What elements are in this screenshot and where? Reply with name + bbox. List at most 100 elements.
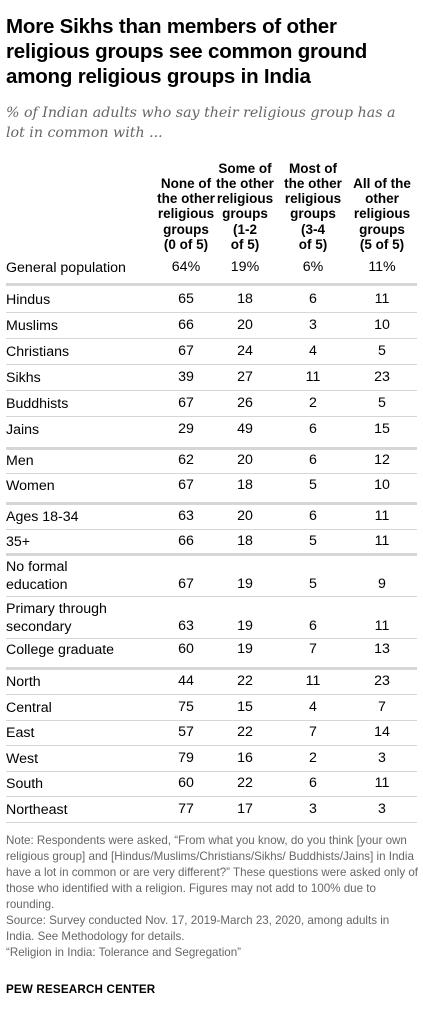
chart-subtitle: % of Indian adults who say their religio… [6, 105, 396, 141]
table-cell: 20 [237, 452, 253, 468]
table-cell: 23 [374, 673, 390, 689]
table-cell: 49 [237, 421, 253, 437]
table-cell: 60 [178, 775, 194, 791]
row-divider [6, 596, 417, 597]
row-label: Christians [6, 344, 70, 360]
table-cell: 6% [302, 259, 324, 275]
row-label: Primary through secondary [6, 601, 107, 635]
table-cell: 60 [178, 641, 194, 657]
table-cell: 16 [237, 750, 253, 766]
row-divider [6, 745, 417, 746]
table-cell: 7 [309, 641, 317, 657]
table-cell: 22 [237, 724, 253, 740]
table-cell: 5 [378, 343, 386, 359]
table-cell: 39 [178, 369, 194, 385]
table-cell: 6 [309, 508, 317, 524]
source-text: Source: Survey conducted Nov. 17, 2019-M… [6, 914, 390, 943]
row-label: Women [6, 478, 55, 494]
row-label: General population [6, 260, 126, 276]
table-row: Northeast 77 17 3 3 [0, 801, 423, 827]
table-cell: 13 [374, 641, 390, 657]
row-divider [6, 312, 417, 313]
report-title: “Religion in India: Tolerance and Segreg… [6, 946, 242, 959]
table-cell: 5 [309, 477, 317, 493]
table-cell: 23 [374, 369, 390, 385]
row-divider [6, 638, 417, 639]
table-cell: 4 [309, 699, 317, 715]
table-cell: 44 [178, 673, 194, 689]
table-cell: 6 [309, 291, 317, 307]
table-cell: 17 [237, 801, 253, 817]
table-row: North 44 22 11 23 [0, 673, 423, 699]
table-cell: 75 [178, 699, 194, 715]
table-cell: 67 [178, 343, 194, 359]
table-cell: 6 [309, 775, 317, 791]
table-cell: 12 [374, 452, 390, 468]
table-row: Hindus 65 18 6 11 [0, 291, 423, 317]
table-cell: 19 [237, 576, 253, 592]
table-cell: 18 [237, 533, 253, 549]
note-text: Note: Respondents were asked, “From what… [6, 834, 419, 911]
table-row: Women 67 18 5 10 [0, 477, 423, 503]
row-label: 35+ [6, 534, 31, 550]
table-row: No formal education 67 19 5 9 [0, 558, 423, 593]
table-cell: 24 [237, 343, 253, 359]
row-divider [6, 473, 417, 474]
table-cell: 67 [178, 477, 194, 493]
row-label: Central [6, 700, 52, 716]
table-cell: 67 [178, 395, 194, 411]
group-divider [6, 553, 417, 556]
row-label: South [6, 776, 44, 792]
table-row: East 57 22 7 14 [0, 724, 423, 750]
table-row: Buddhists 67 26 2 5 [0, 395, 423, 421]
table-cell: 22 [237, 775, 253, 791]
row-divider [6, 720, 417, 721]
table-cell: 15 [374, 421, 390, 437]
table-cell: 20 [237, 317, 253, 333]
table-row: Jains 29 49 6 15 [0, 421, 423, 447]
table-cell: 11 [374, 618, 390, 634]
table-cell: 5 [309, 576, 317, 592]
group-divider [6, 667, 417, 670]
table-cell: 3 [378, 801, 386, 817]
table-cell: 11 [374, 533, 390, 549]
group-divider [6, 502, 417, 505]
table-cell: 19 [237, 641, 253, 657]
table-cell: 11 [305, 369, 321, 385]
table-row: General population 64% 19% 6% 11% [0, 259, 423, 285]
row-divider [6, 529, 417, 530]
table-cell: 7 [309, 724, 317, 740]
table-cell: 63 [178, 508, 194, 524]
column-header-text: Some of the other religious groups (1-2 … [216, 160, 274, 252]
table-cell: 11 [374, 775, 390, 791]
table-cell: 63 [178, 618, 194, 634]
table-cell: 22 [237, 673, 253, 689]
row-divider [6, 771, 417, 772]
organization-name: PEW RESEARCH CENTER [6, 983, 156, 996]
table-cell: 9 [378, 576, 386, 592]
group-divider [6, 283, 417, 286]
table-cell: 77 [178, 801, 194, 817]
table-row: Central 75 15 4 7 [0, 699, 423, 725]
table-cell: 3 [309, 317, 317, 333]
row-divider [6, 390, 417, 391]
table-cell: 10 [374, 477, 390, 493]
table-cell: 29 [178, 421, 194, 437]
table-cell: 11 [374, 291, 390, 307]
row-divider [6, 796, 417, 797]
table-cell: 62 [178, 452, 194, 468]
table-cell: 65 [178, 291, 194, 307]
row-label: Northeast [6, 802, 68, 818]
table-row: West 79 16 2 3 [0, 750, 423, 776]
table-row: Christians 67 24 4 5 [0, 343, 423, 369]
table-row: South 60 22 6 11 [0, 775, 423, 801]
row-label: No formal education [6, 559, 68, 593]
table-cell: 18 [237, 477, 253, 493]
table-row: Primary through secondary 63 19 6 11 [0, 600, 423, 635]
table-cell: 6 [309, 452, 317, 468]
row-label: Ages 18-34 [6, 509, 79, 525]
row-label: College graduate [6, 642, 115, 658]
row-label: Jains [6, 422, 40, 438]
row-label: Buddhists [6, 396, 69, 412]
